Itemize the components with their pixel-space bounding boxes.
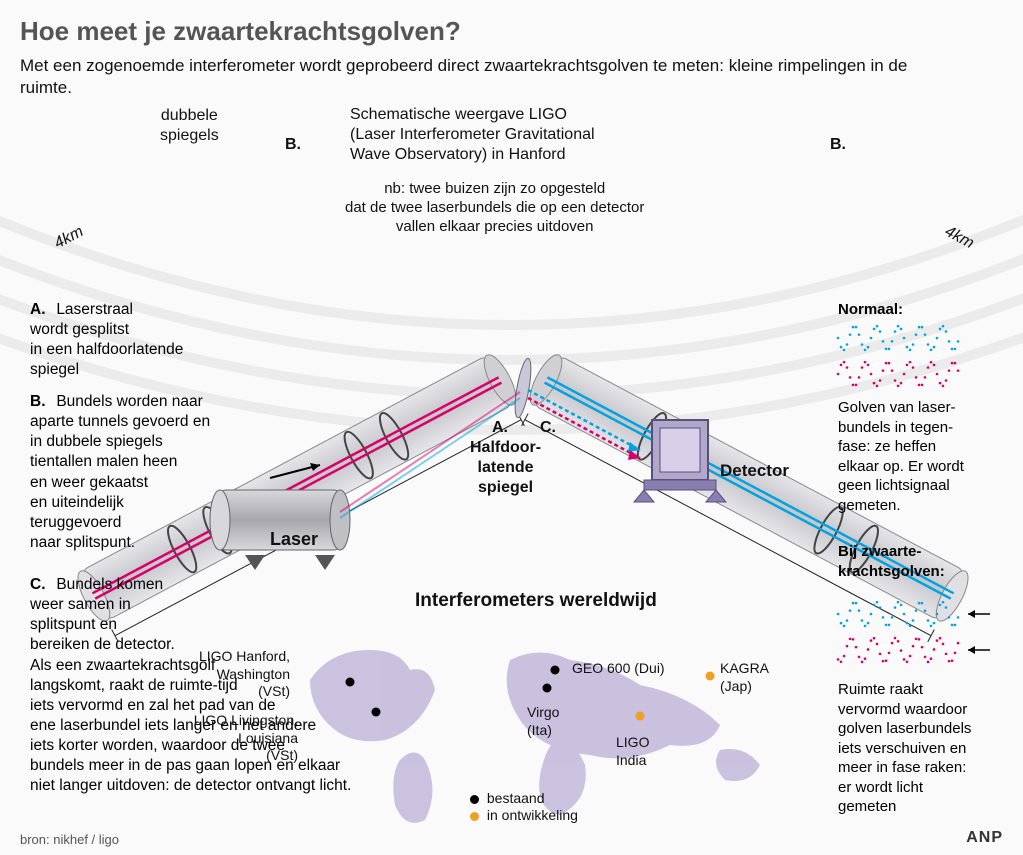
step-C-letter: C. [30, 575, 52, 595]
footer-source: bron: nikhef / ligo [20, 832, 119, 847]
grav-block: Bij zwaarte- krachtsgolven: [838, 542, 1008, 581]
grav-body: Ruimte raakt vervormd waardoor golven la… [838, 680, 1008, 817]
map-site-label: GEO 600 (Dui) [572, 660, 665, 678]
step-C-text: Bundels komen weer samen in splitspunt e… [30, 576, 351, 794]
step-B-text: Bundels worden naar aparte tunnels gevoe… [30, 393, 210, 551]
normal-body: Golven van laser- bundels in tegen- fase… [838, 398, 1008, 515]
label-A-marker: A. [492, 418, 508, 438]
normal-block: Normaal: [838, 300, 1008, 320]
label-schematic: Schematische weergave LIGO (Laser Interf… [350, 105, 595, 165]
map-site-label: LIGO Hanford, Washington (VSt) [199, 648, 290, 701]
step-B-letter: B. [30, 392, 52, 412]
label-dubbele-spiegels: dubbele spiegels [160, 106, 219, 146]
normal-head: Normaal: [838, 300, 1008, 320]
step-B: B. Bundels worden naar aparte tunnels ge… [30, 392, 210, 553]
legend-dot-orange [470, 812, 479, 821]
map-site-label: Virgo (Ita) [527, 704, 559, 739]
step-C: C. Bundels komen weer samen in splitspun… [30, 575, 351, 797]
legend-orange-text: in ontwikkeling [487, 807, 578, 823]
step-A: A. Laserstraal wordt gesplitst in een ha… [30, 300, 183, 381]
legend-orange: in ontwikkeling [470, 807, 578, 825]
map-site-label: LIGO Livingston, Louisiana (VSt) [194, 712, 298, 765]
label-nb: nb: twee buizen zijn zo opgesteld dat de… [345, 180, 644, 236]
label-B-left: B. [285, 135, 301, 155]
label-C-marker: C. [540, 418, 556, 438]
legend-dot-black [470, 795, 479, 804]
footer-anp: ANP [966, 829, 1003, 847]
map-site-label: KAGRA (Jap) [720, 660, 769, 695]
label-detector: Detector [720, 460, 789, 481]
step-A-text: Laserstraal wordt gesplitst in een halfd… [30, 301, 183, 378]
map-site-label: LIGO India [616, 734, 649, 769]
label-halfdoor: Halfdoor- latende spiegel [470, 438, 541, 498]
label-B-right: B. [830, 135, 846, 155]
label-laser: Laser [270, 528, 318, 551]
legend-black-text: bestaand [487, 790, 545, 806]
grav-head: Bij zwaarte- krachtsgolven: [838, 542, 1008, 581]
map-title: Interferometers wereldwijd [415, 590, 657, 612]
legend-black: bestaand [470, 790, 545, 808]
step-A-letter: A. [30, 300, 52, 320]
